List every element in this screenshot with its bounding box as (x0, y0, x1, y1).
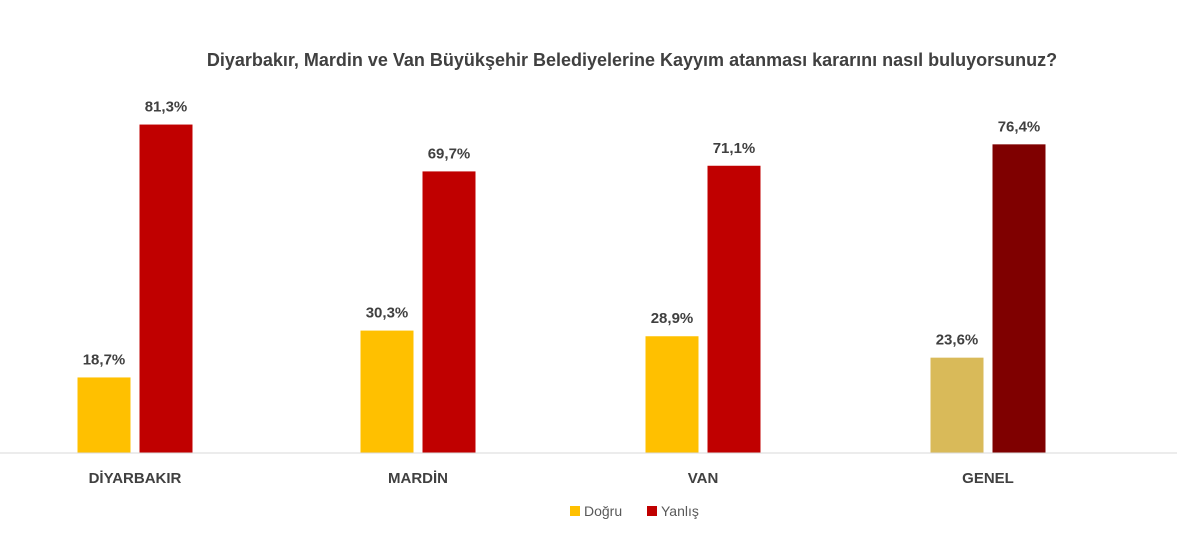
x-tick-label: GENEL (962, 470, 1014, 487)
bar-genel-yanlis (992, 144, 1046, 453)
data-label: 69,7% (428, 145, 471, 162)
data-label: 23,6% (936, 332, 979, 349)
bar-di̇yarbakir-yanlis (139, 124, 193, 453)
bar-van-dogru (645, 336, 699, 453)
bar-mardi̇n-dogru (360, 330, 414, 453)
legend-label: Doğru (584, 503, 622, 519)
bar-mardi̇n-yanlis (422, 171, 476, 454)
x-tick-label: DİYARBAKIR (89, 470, 182, 487)
bars-layer (77, 124, 1046, 454)
x-tick-label: MARDİN (388, 470, 448, 487)
legend-label: Yanlış (661, 503, 699, 519)
legend-swatch (647, 506, 657, 516)
data-label: 76,4% (998, 118, 1041, 135)
data-label: 18,7% (83, 351, 126, 368)
data-label: 71,1% (713, 140, 756, 157)
data-label: 81,3% (145, 99, 188, 116)
legend: Doğru Yanlış (570, 503, 699, 519)
bar-van-yanlis (707, 165, 761, 454)
bar-genel-dogru (930, 357, 984, 453)
data-labels-layer: 18,7% 81,3% 30,3% 69,7% 28,9% 71,1% 23,6% 76,4% (83, 99, 1041, 369)
chart-title: Diyarbakır, Mardin ve Van Büyükşehir Bel… (207, 50, 1057, 70)
x-tick-labels-layer: DİYARBAKIR MARDİN VAN GENEL (89, 470, 1014, 487)
data-label: 28,9% (651, 310, 694, 327)
data-label: 30,3% (366, 305, 409, 322)
legend-swatch (570, 506, 580, 516)
bar-di̇yarbakir-dogru (77, 377, 131, 453)
x-tick-label: VAN (688, 470, 719, 487)
